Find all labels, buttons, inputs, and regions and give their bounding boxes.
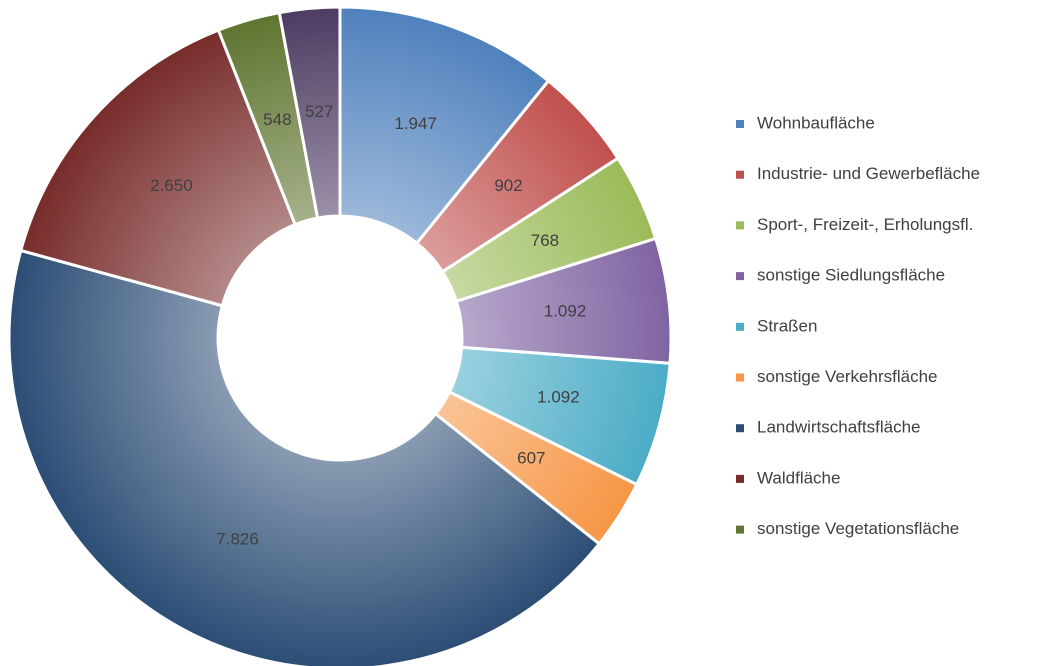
slice	[277, 5, 342, 220]
data-label: 1.092	[544, 302, 587, 321]
slice	[338, 5, 551, 246]
legend-label: sonstige Siedlungsfläche	[757, 266, 945, 285]
legend-label: sonstige Verkehrsfläche	[757, 367, 938, 386]
data-label: 902	[494, 176, 522, 195]
legend-marker	[736, 120, 744, 128]
legend-marker	[736, 474, 744, 483]
data-label: 527	[305, 102, 333, 121]
slice	[7, 248, 602, 666]
data-label: 548	[263, 110, 291, 129]
legend-marker	[736, 322, 744, 331]
legend-marker	[736, 373, 744, 382]
legend-label: Industrie- und Gewerbefläche	[757, 164, 980, 183]
data-label: 1.092	[537, 387, 580, 406]
data-label: 607	[517, 449, 545, 468]
legend-marker	[736, 272, 744, 281]
legend-marker	[736, 525, 744, 534]
legend-marker	[736, 221, 744, 230]
legend-marker	[736, 424, 744, 433]
legend-label: Waldfläche	[757, 468, 840, 487]
legend-label: sonstige Vegetationsfläche	[757, 519, 959, 538]
legend-label: Sport-, Freizeit-, Erholungsfl.	[757, 215, 973, 234]
data-label: 1.947	[394, 114, 437, 133]
data-label: 768	[531, 231, 559, 250]
legend-marker	[736, 170, 744, 179]
legend-label: Straßen	[757, 316, 817, 335]
slice	[18, 28, 298, 308]
data-label: 2.650	[150, 176, 193, 195]
legend-label: Landwirtschaftsfläche	[757, 418, 920, 437]
data-label: 7.826	[216, 529, 259, 548]
legend-label: Wohnbaufläche	[757, 113, 875, 132]
